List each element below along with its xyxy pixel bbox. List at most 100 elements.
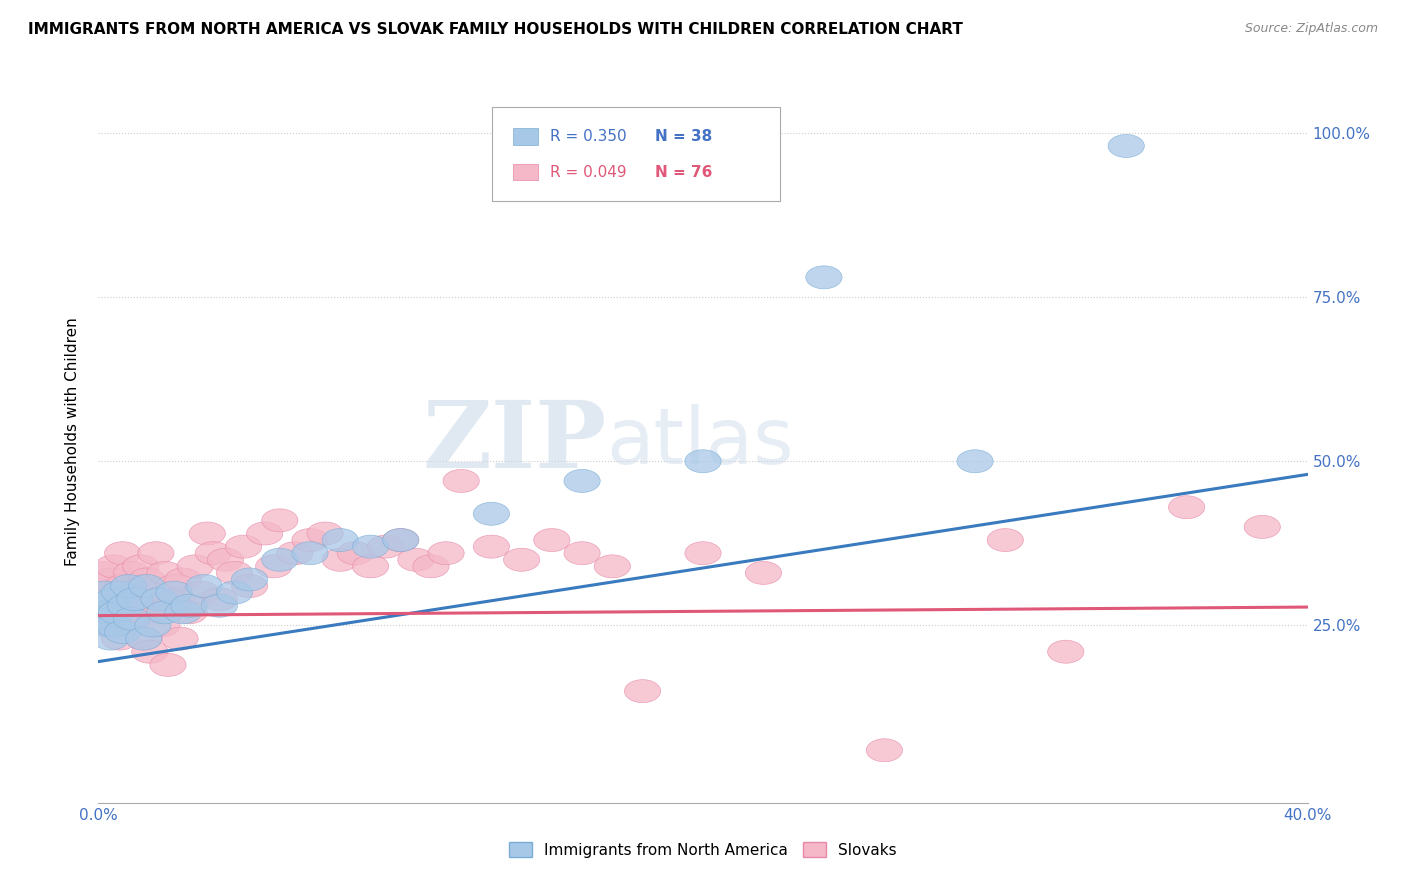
Ellipse shape [262, 549, 298, 571]
Ellipse shape [96, 588, 132, 611]
Ellipse shape [86, 581, 122, 604]
Ellipse shape [503, 549, 540, 571]
Ellipse shape [159, 588, 195, 611]
Ellipse shape [307, 522, 343, 545]
Ellipse shape [534, 529, 569, 551]
Text: R = 0.049: R = 0.049 [550, 165, 626, 179]
Ellipse shape [101, 627, 138, 650]
Text: IMMIGRANTS FROM NORTH AMERICA VS SLOVAK FAMILY HOUSEHOLDS WITH CHILDREN CORRELAT: IMMIGRANTS FROM NORTH AMERICA VS SLOVAK … [28, 22, 963, 37]
Ellipse shape [685, 450, 721, 473]
Ellipse shape [195, 541, 232, 565]
Ellipse shape [93, 568, 129, 591]
Ellipse shape [564, 469, 600, 492]
Text: N = 38: N = 38 [655, 129, 713, 144]
Ellipse shape [165, 601, 201, 624]
Ellipse shape [624, 680, 661, 703]
Ellipse shape [183, 581, 219, 604]
Ellipse shape [246, 522, 283, 545]
Ellipse shape [104, 541, 141, 565]
Ellipse shape [129, 568, 165, 591]
Ellipse shape [156, 581, 193, 604]
Ellipse shape [745, 561, 782, 584]
Ellipse shape [93, 601, 129, 624]
Ellipse shape [337, 541, 374, 565]
Ellipse shape [141, 588, 177, 611]
Ellipse shape [382, 529, 419, 551]
Ellipse shape [96, 555, 132, 578]
Ellipse shape [90, 614, 125, 637]
Text: atlas: atlas [606, 403, 794, 480]
Ellipse shape [217, 561, 253, 584]
Ellipse shape [322, 529, 359, 551]
Ellipse shape [125, 627, 162, 650]
Ellipse shape [382, 529, 419, 551]
Ellipse shape [1047, 640, 1084, 664]
Ellipse shape [83, 594, 120, 617]
Ellipse shape [217, 581, 253, 604]
Ellipse shape [120, 594, 156, 617]
Ellipse shape [172, 594, 207, 617]
Ellipse shape [114, 561, 150, 584]
Ellipse shape [413, 555, 449, 578]
Ellipse shape [129, 574, 165, 598]
Ellipse shape [125, 574, 162, 598]
Ellipse shape [262, 508, 298, 532]
Ellipse shape [172, 601, 207, 624]
Ellipse shape [957, 450, 993, 473]
Ellipse shape [101, 594, 138, 617]
Ellipse shape [201, 594, 238, 617]
Ellipse shape [104, 574, 141, 598]
Ellipse shape [90, 581, 125, 604]
Ellipse shape [1108, 135, 1144, 158]
Legend: Immigrants from North America, Slovaks: Immigrants from North America, Slovaks [503, 836, 903, 863]
Ellipse shape [353, 535, 388, 558]
Ellipse shape [141, 588, 177, 611]
Ellipse shape [86, 607, 122, 631]
Ellipse shape [111, 601, 146, 624]
Ellipse shape [685, 541, 721, 565]
Ellipse shape [143, 614, 180, 637]
Ellipse shape [474, 502, 509, 525]
Ellipse shape [86, 561, 122, 584]
Ellipse shape [90, 614, 125, 637]
Ellipse shape [86, 594, 122, 617]
Ellipse shape [138, 541, 174, 565]
Ellipse shape [98, 588, 135, 611]
Ellipse shape [132, 640, 167, 664]
Ellipse shape [107, 594, 143, 617]
Y-axis label: Family Households with Children: Family Households with Children [65, 318, 80, 566]
Ellipse shape [866, 739, 903, 762]
Ellipse shape [146, 601, 183, 624]
Ellipse shape [135, 614, 172, 637]
Ellipse shape [150, 653, 186, 676]
Text: Source: ZipAtlas.com: Source: ZipAtlas.com [1244, 22, 1378, 36]
Ellipse shape [156, 574, 193, 598]
Ellipse shape [83, 574, 120, 598]
Ellipse shape [186, 574, 222, 598]
Ellipse shape [90, 601, 125, 624]
Ellipse shape [564, 541, 600, 565]
Ellipse shape [427, 541, 464, 565]
Ellipse shape [117, 588, 153, 611]
Ellipse shape [101, 581, 138, 604]
Ellipse shape [474, 535, 509, 558]
Ellipse shape [806, 266, 842, 289]
Ellipse shape [104, 621, 141, 643]
Ellipse shape [117, 588, 153, 611]
Ellipse shape [277, 541, 314, 565]
Ellipse shape [177, 555, 214, 578]
Ellipse shape [135, 601, 172, 624]
Ellipse shape [93, 627, 129, 650]
Text: R = 0.350: R = 0.350 [550, 129, 626, 144]
Ellipse shape [86, 601, 122, 624]
Ellipse shape [201, 588, 238, 611]
Ellipse shape [111, 614, 146, 637]
Ellipse shape [188, 522, 225, 545]
Text: N = 76: N = 76 [655, 165, 713, 179]
Ellipse shape [256, 555, 292, 578]
Ellipse shape [353, 555, 388, 578]
Ellipse shape [225, 535, 262, 558]
Ellipse shape [443, 469, 479, 492]
Ellipse shape [165, 568, 201, 591]
Ellipse shape [987, 529, 1024, 551]
